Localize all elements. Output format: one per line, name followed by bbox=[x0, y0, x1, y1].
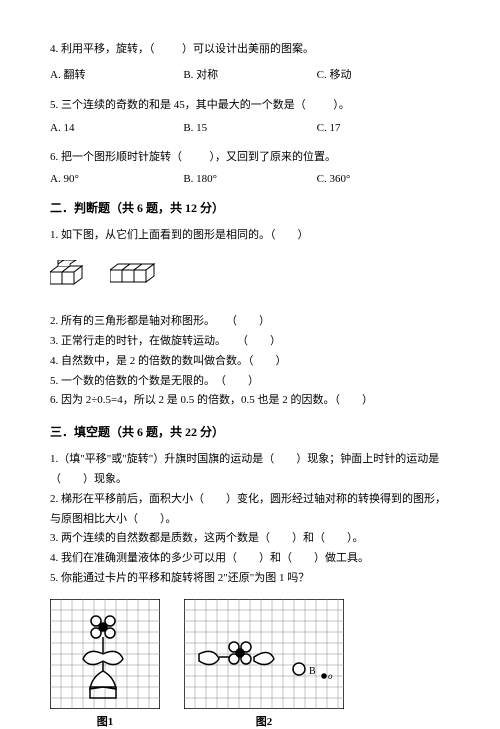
s2-q3: 3. 正常行走的时针，在做旋转运动。 （ ） bbox=[50, 332, 450, 352]
s3-q2: 2. 梯形在平移前后，面积大小（ ）变化，圆形经过轴对称的转换得到的图形，与原图… bbox=[50, 490, 450, 530]
s2-q4: 4. 自然数中，是 2 的倍数的数叫做合数。（ ） bbox=[50, 352, 450, 372]
q4-post: ）可以设计出美丽的图案。 bbox=[182, 43, 314, 55]
q5-optB: B. 15 bbox=[183, 122, 316, 134]
figure1-icon bbox=[50, 599, 160, 709]
q5-text: 5. 三个连续的奇数的和是 45，其中最大的一个数是（ ）。 bbox=[50, 96, 450, 116]
s2-q5: 5. 一个数的倍数的个数是无限的。 （ ） bbox=[50, 372, 450, 392]
q4-optB: B. 对称 bbox=[183, 66, 316, 82]
q6-optA: A. 90° bbox=[50, 173, 183, 185]
s2-q1: 1. 如下图，从它们上面看到的图形是相同的。（ ） bbox=[50, 226, 450, 246]
q6-blank bbox=[185, 148, 207, 168]
q5-pre: 5. 三个连续的奇数的和是 45，其中最大的一个数是（ bbox=[50, 99, 306, 111]
q6-optB: B. 180° bbox=[183, 173, 316, 185]
q6-options: A. 90° B. 180° C. 360° bbox=[50, 173, 450, 185]
q5-post: ）。 bbox=[333, 99, 350, 111]
s3-q3: 3. 两个连续的自然数都是质数，这两个数是（ ）和（ ）。 bbox=[50, 529, 450, 549]
s3-q4: 4. 我们在准确测量液体的多少可以用（ ）和（ ）做工具。 bbox=[50, 549, 450, 569]
q4-blank bbox=[157, 40, 179, 60]
q6-pre: 6. 把一个图形顺时针旋转（ bbox=[50, 151, 182, 163]
section3-header: 三．填空题（共 6 题，共 22 分） bbox=[50, 423, 450, 440]
q4-optA: A. 翻转 bbox=[50, 66, 183, 82]
fig1-caption: 图1 bbox=[50, 713, 160, 729]
q4-text: 4. 利用平移，旋转，（ ）可以设计出美丽的图案。 bbox=[50, 40, 450, 60]
q5-optA: A. 14 bbox=[50, 122, 183, 134]
figure2-icon: B o bbox=[184, 599, 344, 709]
fig2-caption: 图2 bbox=[184, 713, 344, 729]
q6: 6. 把一个图形顺时针旋转（ ），又回到了原来的位置。 A. 90° B. 18… bbox=[50, 148, 450, 186]
s3-q1: 1.（填"平移"或"旋转"）升旗时国旗的运动是（ ）现象；钟面上时针的运动是（ … bbox=[50, 450, 450, 490]
q5-blank bbox=[309, 96, 331, 116]
s3-q5: 5. 你能通过卡片的平移和旋转将图 2"还原"为图 1 吗？ bbox=[50, 569, 450, 589]
q5-options: A. 14 B. 15 C. 17 bbox=[50, 122, 450, 134]
q6-optC: C. 360° bbox=[317, 173, 450, 185]
q4: 4. 利用平移，旋转，（ ）可以设计出美丽的图案。 A. 翻转 B. 对称 C.… bbox=[50, 40, 450, 82]
section2-header: 二．判断题（共 6 题，共 12 分） bbox=[50, 199, 450, 216]
figure2-box: B o 图2 bbox=[184, 599, 344, 729]
figure-row: 图1 bbox=[50, 599, 450, 729]
svg-text:o: o bbox=[328, 671, 333, 681]
cubes-right-icon bbox=[110, 260, 166, 290]
q6-post: ），又回到了原来的位置。 bbox=[210, 151, 337, 163]
s2-q2: 2. 所有的三角形都是轴对称图形。 （ ） bbox=[50, 312, 450, 332]
q4-pre: 4. 利用平移，旋转，（ bbox=[50, 43, 155, 55]
q4-optC: C. 移动 bbox=[317, 66, 450, 82]
cubes-left-icon bbox=[50, 260, 96, 294]
figure1-box: 图1 bbox=[50, 599, 160, 729]
q4-options: A. 翻转 B. 对称 C. 移动 bbox=[50, 66, 450, 82]
q5: 5. 三个连续的奇数的和是 45，其中最大的一个数是（ ）。 A. 14 B. … bbox=[50, 96, 450, 134]
q5-optC: C. 17 bbox=[317, 122, 450, 134]
s2-q6: 6. 因为 2÷0.5=4，所以 2 是 0.5 的倍数，0.5 也是 2 的因… bbox=[50, 391, 450, 411]
q6-text: 6. 把一个图形顺时针旋转（ ），又回到了原来的位置。 bbox=[50, 148, 450, 168]
svg-text:B: B bbox=[309, 666, 316, 677]
cube-figures bbox=[50, 260, 450, 294]
